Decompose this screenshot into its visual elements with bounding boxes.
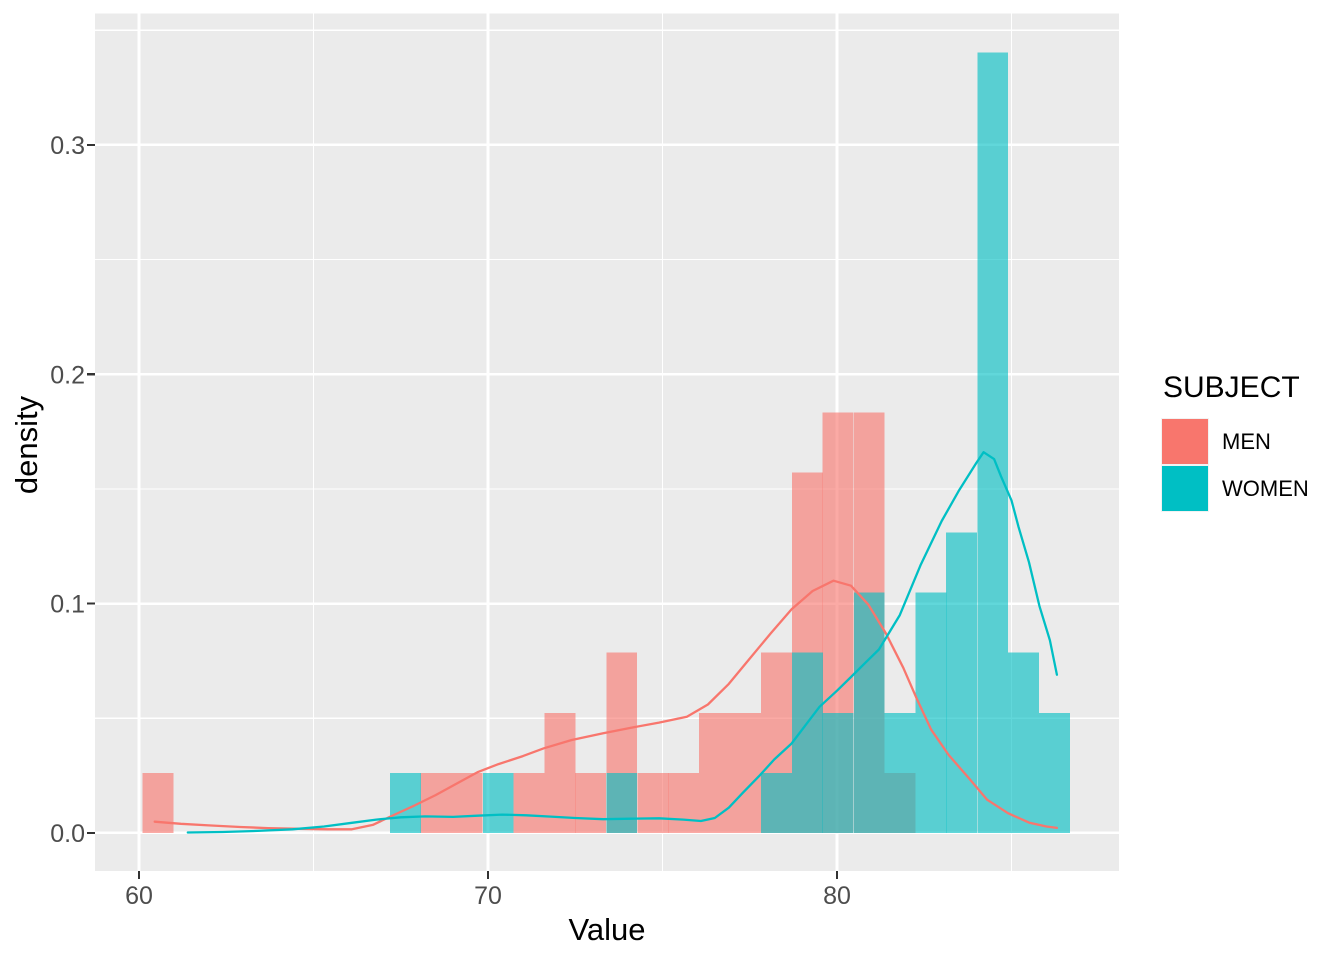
histogram-bar-women-7	[884, 712, 916, 833]
histogram-bar-men-8	[668, 772, 699, 833]
legend-key-women-swatch	[1161, 465, 1209, 512]
legend: SUBJECT MEN WOMEN	[1161, 371, 1309, 513]
histogram-bar-women-3	[760, 772, 792, 833]
histogram-bar-women-12	[1039, 712, 1070, 833]
density-curve-men	[153, 579, 1059, 831]
y-axis-title: density	[9, 395, 44, 495]
y-tick-label-3: 0.3	[50, 132, 85, 160]
histogram-bar-women-8	[915, 592, 947, 833]
histogram-bar-women-2	[606, 772, 638, 833]
legend-title: SUBJECT	[1163, 371, 1300, 404]
histogram-bar-women-4	[791, 652, 823, 833]
histogram-bar-women-1	[482, 772, 514, 833]
histogram-bar-men-4	[544, 712, 576, 833]
x-tick-label-2: 80	[823, 882, 851, 910]
histogram-bar-women-9	[946, 532, 978, 833]
legend-item-women: WOMEN	[1161, 465, 1309, 512]
histogram-bar-men-10	[729, 712, 761, 833]
histogram-bar-women-0	[389, 772, 421, 833]
histogram-bar-men-3	[513, 772, 545, 833]
histogram-bar-women-5	[822, 712, 854, 833]
histogram-bar-men-2	[451, 772, 483, 833]
histogram-bar-women-10	[977, 52, 1009, 833]
histogram-bar-men-9	[699, 712, 731, 833]
x-axis-title: Value	[568, 912, 646, 947]
legend-key-men-swatch	[1161, 418, 1209, 465]
x-tick-label-1: 70	[474, 882, 502, 910]
histogram-bar-women-6	[853, 592, 885, 833]
y-tick-label-0: 0.0	[50, 820, 85, 848]
y-tick-label-2: 0.2	[50, 361, 85, 389]
legend-item-men: MEN	[1161, 418, 1309, 465]
histogram-bar-men-1	[420, 772, 452, 833]
histogram-bar-women-11	[1008, 652, 1039, 833]
x-tick-label-0: 60	[125, 882, 153, 910]
histogram-bar-men-7	[637, 772, 669, 833]
density-curve-women	[186, 451, 1059, 834]
histogram-bar-men-5	[575, 772, 607, 833]
y-tick-label-1: 0.1	[50, 591, 85, 619]
legend-label-men: MEN	[1222, 428, 1271, 454]
legend-label-women: WOMEN	[1222, 475, 1309, 501]
